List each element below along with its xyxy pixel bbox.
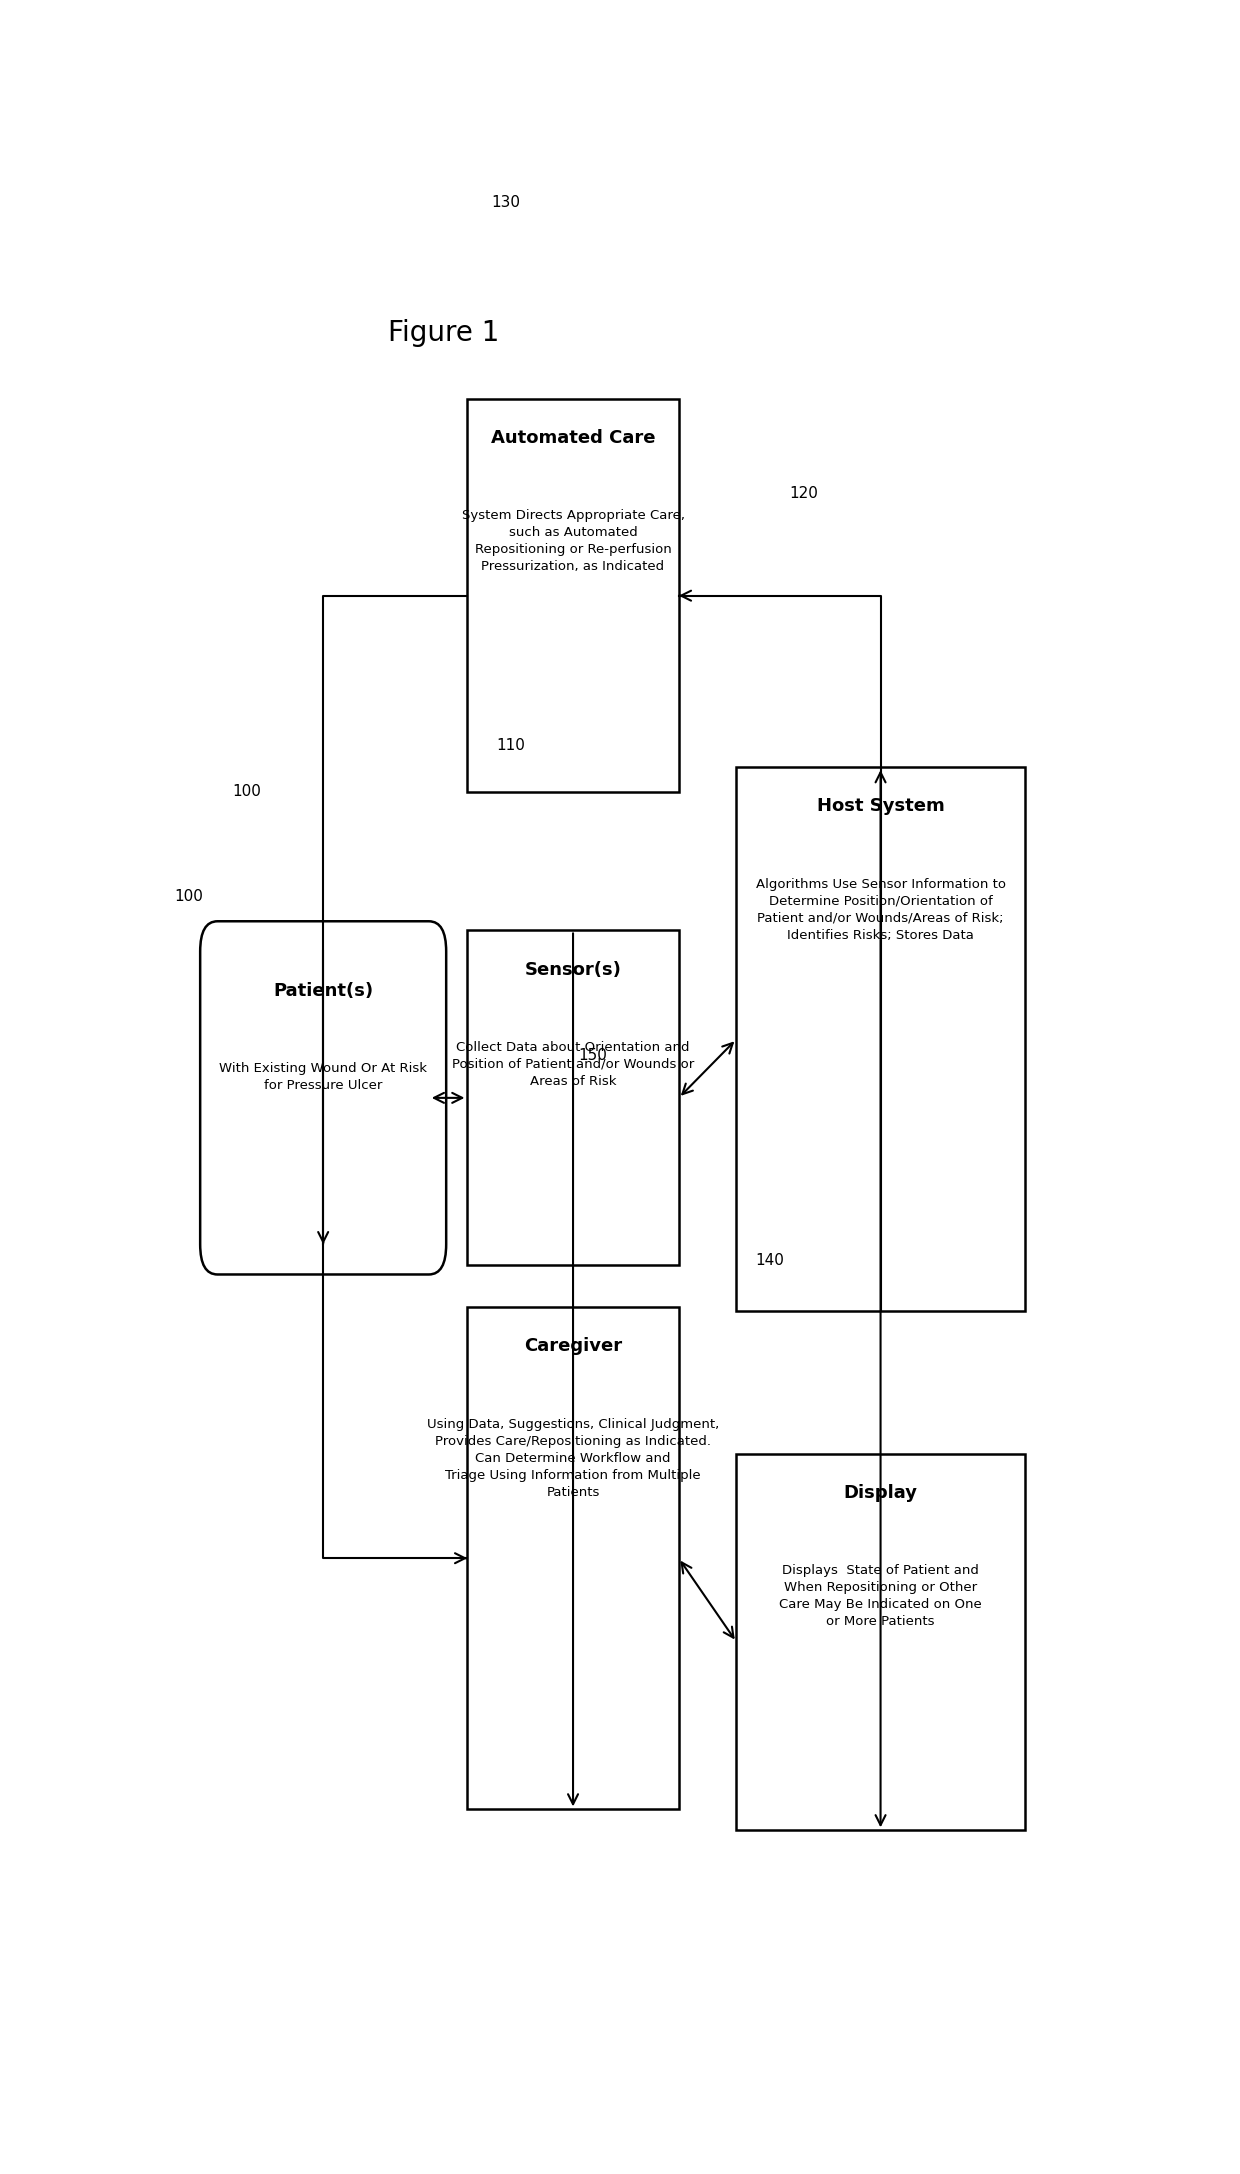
- FancyBboxPatch shape: [467, 930, 678, 1265]
- Text: 150: 150: [578, 1048, 606, 1063]
- Text: Caregiver: Caregiver: [525, 1337, 622, 1354]
- Text: Host System: Host System: [817, 798, 945, 815]
- FancyBboxPatch shape: [467, 400, 678, 791]
- Text: Using Data, Suggestions, Clinical Judgment,
Provides Care/Repositioning as Indic: Using Data, Suggestions, Clinical Judgme…: [427, 1417, 719, 1498]
- Text: 100: 100: [174, 889, 203, 904]
- Text: Display: Display: [843, 1483, 918, 1502]
- FancyBboxPatch shape: [467, 1307, 678, 1809]
- Text: 120: 120: [789, 487, 818, 500]
- FancyBboxPatch shape: [200, 922, 446, 1274]
- Text: System Directs Appropriate Care,
such as Automated
Repositioning or Re-perfusion: System Directs Appropriate Care, such as…: [461, 509, 684, 574]
- Text: Figure 1: Figure 1: [388, 320, 498, 348]
- Text: Patient(s): Patient(s): [273, 980, 373, 1000]
- FancyBboxPatch shape: [737, 1454, 1024, 1831]
- Text: 140: 140: [755, 1252, 785, 1267]
- Text: 110: 110: [496, 737, 525, 752]
- Text: 130: 130: [491, 196, 521, 209]
- FancyBboxPatch shape: [737, 767, 1024, 1311]
- Text: Algorithms Use Sensor Information to
Determine Position/Orientation of
Patient a: Algorithms Use Sensor Information to Det…: [755, 878, 1006, 941]
- Text: Collect Data about Orientation and
Position of Patient and/or Wounds or
Areas of: Collect Data about Orientation and Posit…: [451, 1041, 694, 1087]
- Text: Displays  State of Patient and
When Repositioning or Other
Care May Be Indicated: Displays State of Patient and When Repos…: [779, 1563, 982, 1628]
- Text: With Existing Wound Or At Risk
for Pressure Ulcer: With Existing Wound Or At Risk for Press…: [219, 1061, 427, 1091]
- Text: Sensor(s): Sensor(s): [525, 961, 621, 978]
- Text: Automated Care: Automated Care: [491, 428, 655, 448]
- Text: 100: 100: [232, 785, 260, 800]
